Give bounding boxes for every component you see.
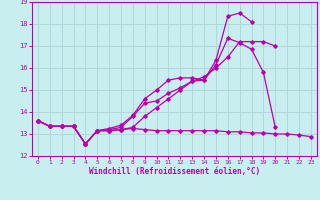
X-axis label: Windchill (Refroidissement éolien,°C): Windchill (Refroidissement éolien,°C) [89,167,260,176]
